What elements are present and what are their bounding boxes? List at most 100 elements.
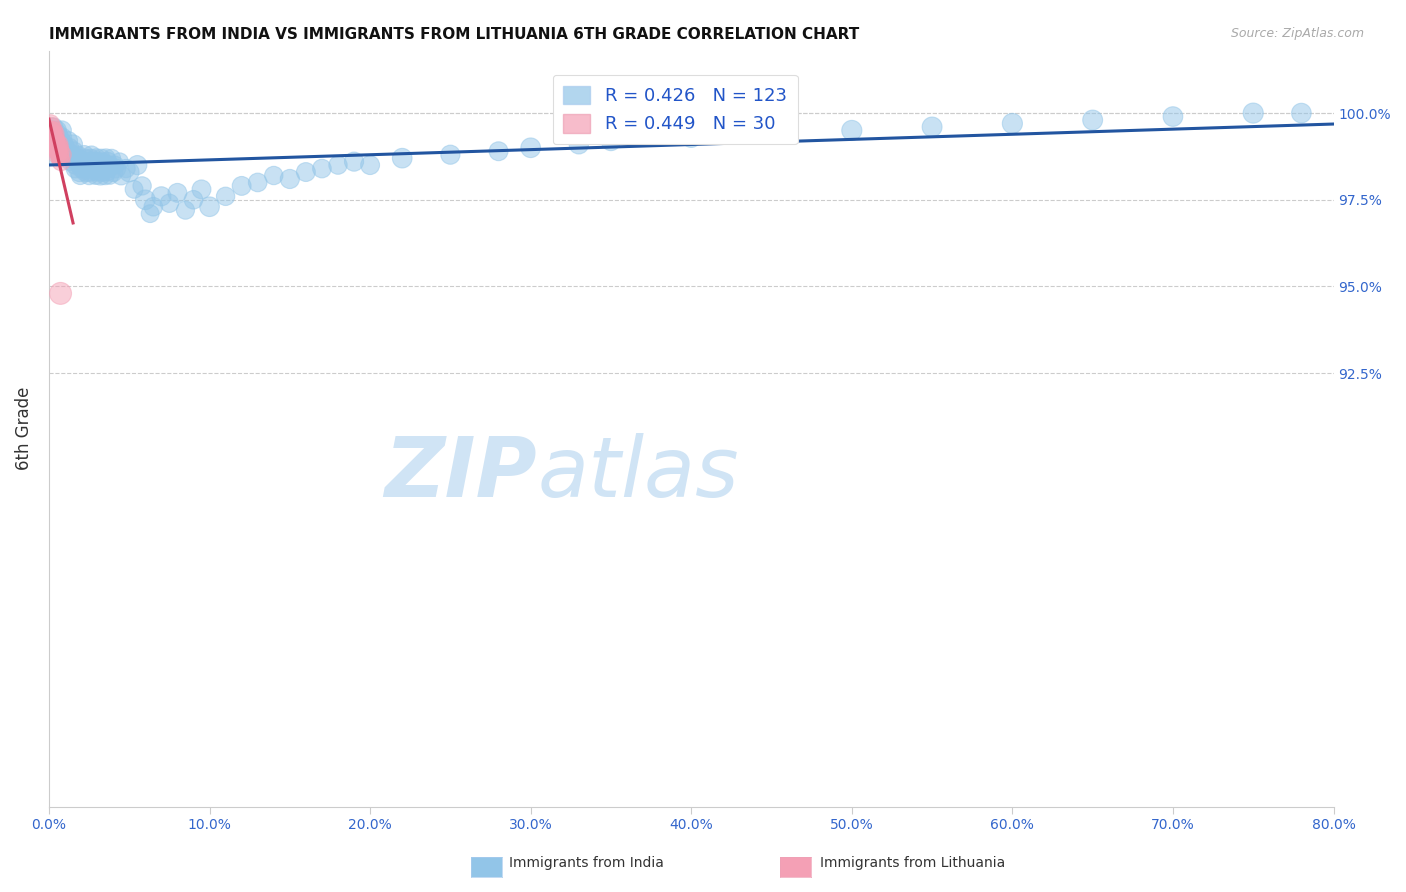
Point: [174, 203, 197, 218]
Point: [77, 158, 100, 172]
Point: [82, 158, 104, 172]
Point: [86, 151, 108, 165]
Point: [76, 154, 98, 169]
Point: [46, 145, 69, 159]
Point: [190, 182, 212, 196]
Point: [105, 161, 128, 176]
Point: [326, 158, 349, 172]
Point: [63, 158, 86, 172]
Point: [72, 154, 94, 169]
Point: [51, 147, 73, 161]
Point: [44, 127, 66, 141]
Point: [921, 120, 943, 134]
Point: [139, 207, 162, 221]
Point: [49, 286, 72, 301]
Point: [98, 158, 121, 172]
Text: ZIP: ZIP: [384, 434, 537, 515]
Point: [44, 130, 66, 145]
Point: [49, 145, 72, 159]
Point: [49, 151, 72, 165]
Point: [65, 151, 87, 165]
Point: [39, 147, 62, 161]
Point: [1161, 110, 1184, 124]
Point: [41, 120, 63, 134]
Point: [681, 130, 703, 145]
Point: [150, 189, 173, 203]
Point: [41, 134, 63, 148]
Legend: R = 0.426   N = 123, R = 0.449   N = 30: R = 0.426 N = 123, R = 0.449 N = 30: [553, 75, 797, 145]
Point: [263, 169, 285, 183]
Point: [44, 127, 66, 141]
Point: [488, 145, 510, 159]
Point: [44, 130, 66, 145]
Point: [45, 134, 67, 148]
Text: Immigrants from India: Immigrants from India: [509, 855, 664, 870]
Point: [83, 161, 105, 176]
Point: [108, 154, 131, 169]
Point: [87, 154, 110, 169]
Point: [69, 169, 91, 183]
Point: [519, 141, 541, 155]
Point: [93, 161, 115, 176]
Point: [94, 169, 117, 183]
Text: IMMIGRANTS FROM INDIA VS IMMIGRANTS FROM LITHUANIA 6TH GRADE CORRELATION CHART: IMMIGRANTS FROM INDIA VS IMMIGRANTS FROM…: [49, 27, 859, 42]
Point: [59, 151, 82, 165]
Point: [46, 137, 69, 152]
Point: [97, 161, 120, 176]
Point: [67, 151, 90, 165]
Point: [568, 137, 591, 152]
Point: [103, 165, 125, 179]
Point: [55, 147, 77, 161]
Point: [48, 147, 70, 161]
Point: [46, 141, 69, 155]
Point: [82, 154, 104, 169]
Point: [42, 123, 65, 137]
Point: [311, 161, 333, 176]
Point: [49, 154, 72, 169]
Point: [63, 145, 86, 159]
Point: [56, 145, 79, 159]
Point: [104, 158, 127, 172]
Point: [127, 158, 149, 172]
Text: Source: ZipAtlas.com: Source: ZipAtlas.com: [1230, 27, 1364, 40]
Point: [41, 123, 63, 137]
Point: [76, 161, 98, 176]
Point: [60, 147, 83, 161]
Point: [122, 182, 145, 196]
Point: [70, 158, 93, 172]
Point: [761, 127, 783, 141]
Point: [48, 137, 70, 152]
Point: [89, 158, 111, 172]
Point: [84, 169, 107, 183]
Point: [80, 151, 103, 165]
Point: [48, 141, 70, 155]
Text: atlas: atlas: [537, 434, 738, 515]
Point: [51, 123, 73, 137]
Point: [83, 158, 105, 172]
Point: [45, 137, 67, 152]
Point: [343, 154, 366, 169]
Point: [1001, 116, 1024, 130]
Point: [100, 151, 122, 165]
Point: [66, 154, 89, 169]
Text: Immigrants from Lithuania: Immigrants from Lithuania: [820, 855, 1005, 870]
Point: [42, 137, 65, 152]
Point: [44, 134, 66, 148]
Point: [134, 193, 156, 207]
Point: [69, 165, 91, 179]
Point: [39, 127, 62, 141]
Point: [49, 134, 72, 148]
Point: [58, 141, 80, 155]
Point: [246, 176, 269, 190]
Point: [39, 116, 62, 130]
Point: [98, 169, 121, 183]
Point: [166, 186, 188, 200]
Point: [60, 147, 83, 161]
Point: [157, 196, 180, 211]
Point: [1081, 113, 1104, 128]
Point: [214, 189, 236, 203]
Point: [75, 151, 97, 165]
Point: [391, 151, 413, 165]
Point: [96, 165, 118, 179]
Point: [183, 193, 205, 207]
